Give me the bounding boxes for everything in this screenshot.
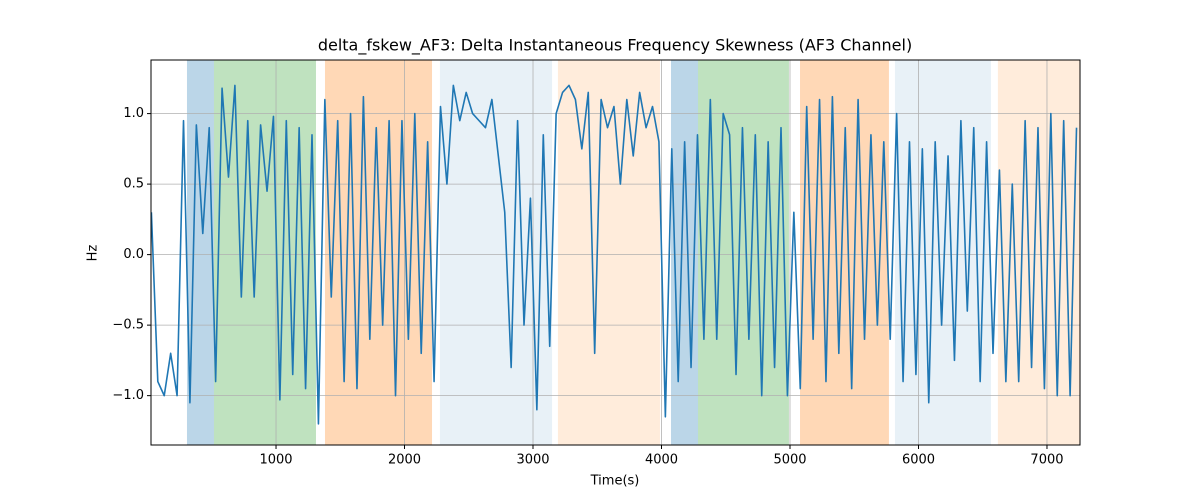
y-tick-label: 0.5 — [123, 177, 144, 192]
region — [186, 60, 214, 445]
y-axis-label: Hz — [86, 245, 101, 262]
y-tick-label: 1.0 — [123, 106, 144, 121]
region — [894, 60, 991, 445]
y-tick-label: −0.5 — [112, 318, 144, 333]
region — [439, 60, 553, 445]
region — [213, 60, 316, 445]
x-tick-label: 1000 — [259, 453, 292, 468]
data-line — [151, 84, 1078, 425]
chart-title: delta_fskew_AF3: Delta Instantaneous Fre… — [318, 36, 912, 56]
x-tick-label: 6000 — [902, 453, 935, 468]
x-tick-label: 7000 — [1030, 453, 1063, 468]
plot-frame — [150, 59, 1081, 446]
y-tick-label: −1.0 — [112, 388, 144, 403]
region — [697, 60, 789, 445]
x-tick-label: 5000 — [773, 453, 806, 468]
x-tick-label: 2000 — [388, 453, 421, 468]
y-tick-label: 0.0 — [123, 247, 144, 262]
x-axis-label: Time(s) — [590, 474, 640, 489]
x-tick-label: 4000 — [645, 453, 678, 468]
x-tick-label: 3000 — [516, 453, 549, 468]
